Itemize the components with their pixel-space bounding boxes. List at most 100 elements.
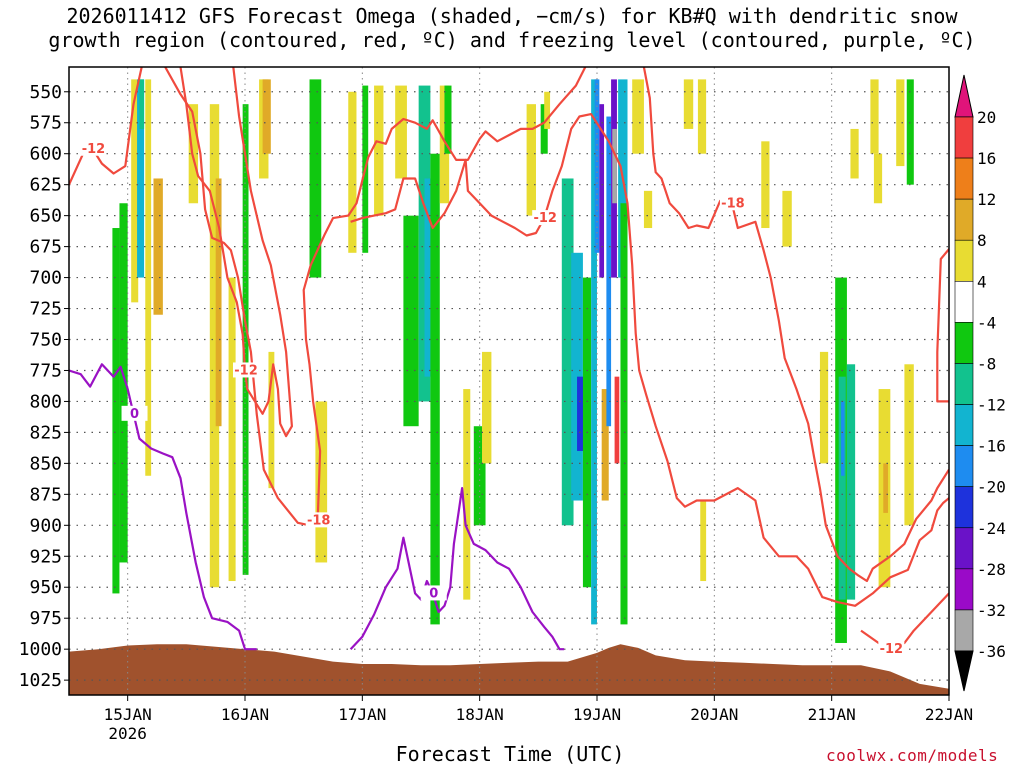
chart-title-line1: 2026011412 GFS Forecast Omega (shaded, −…: [66, 4, 958, 28]
omega-cell-7: [188, 104, 199, 204]
colorbar-band--32--36: [954, 609, 974, 652]
omega-cell-5: [145, 79, 152, 476]
ytick-label-600: 600: [29, 144, 62, 165]
ytick-label-850: 850: [29, 453, 62, 474]
contour-dendritic-right: [642, 67, 949, 583]
omega-cell-26: [444, 85, 452, 154]
colorbar-tick--8: -8: [977, 354, 996, 373]
omega-cell-64: [896, 79, 905, 167]
omega-cell-17: [348, 91, 357, 253]
xtick-label-22: 22JAN: [925, 705, 973, 724]
omega-cell-60: [870, 79, 879, 154]
terrain-layer: [69, 644, 949, 695]
terrain-fill: [69, 644, 949, 695]
xtick-label-18: 18JAN: [456, 705, 504, 724]
omega-cell-31: [540, 104, 548, 154]
omega-cell-11: [242, 104, 249, 575]
omega-cell-0: [112, 228, 120, 594]
colorbar-tick-12: 12: [977, 190, 996, 209]
ytick-label-775: 775: [29, 360, 62, 381]
plot-frame: [68, 66, 950, 696]
colorbar-tick-4: 4: [977, 272, 987, 291]
ytick-label-975: 975: [29, 608, 62, 629]
colorbar-tick--24: -24: [977, 519, 1006, 538]
contour-lines: -12 -18 -12 -12 -18 -12 0 0: [69, 67, 949, 657]
colorbar-band-20-16: [954, 116, 974, 159]
colorbar-band--20--24: [954, 486, 974, 529]
ytick-label-650: 650: [29, 206, 62, 227]
contour-freezing-level-1: [69, 363, 257, 651]
colorbar-tick--36: -36: [977, 642, 1006, 661]
omega-cell-33: [561, 178, 574, 526]
colorbar: 20 16 12 8 4 -4 -8 -12 -16 -20 -24 -28 -32 -36: [954, 74, 1006, 692]
colorbar-tick-8: 8: [977, 231, 987, 250]
contour-label-dendritic-upper: -12: [82, 142, 106, 157]
contour-label-bg-dendritic-bottom-right: [878, 641, 905, 657]
contour-dendritic-mid: [350, 113, 949, 607]
omega-cell-28: [473, 426, 486, 526]
colorbar-band--24--28: [954, 527, 974, 570]
omega-cell-6: [153, 178, 163, 315]
omega-cell-10: [228, 277, 236, 582]
contour-label-dendritic-zone-left-lower: -12: [234, 363, 258, 378]
ytick-label-875: 875: [29, 484, 62, 505]
omega-cell-59: [850, 128, 859, 179]
colorbar-tick--32: -32: [977, 601, 1006, 620]
omega-cell-57: [841, 401, 845, 476]
ytick-label-575: 575: [29, 113, 62, 134]
contour-dendritic-zone-left: [164, 67, 587, 527]
xtick-label-20: 20JAN: [690, 705, 738, 724]
credit-link[interactable]: coolwx.com/models: [826, 746, 999, 765]
contour-label-bg-freezing-level-1: [121, 405, 148, 421]
colorbar-tick-16: 16: [977, 149, 996, 168]
omega-cell-8: [209, 104, 220, 588]
ytick-label-900: 900: [29, 515, 62, 536]
omega-cell-56: [838, 376, 846, 600]
ytick-label-1000: 1000: [19, 639, 62, 660]
xtick-label-16: 16JAN: [221, 705, 269, 724]
y-axis: 550 575 600 625 650 675 700 725 750 775 800 825 850 8…: [19, 82, 69, 691]
omega-cell-65: [906, 79, 914, 185]
colorbar-band-4--4: [954, 281, 974, 323]
omega-cell-44: [614, 376, 620, 464]
colorbar-band-12-8: [954, 198, 974, 241]
omega-cell-13: [262, 79, 271, 154]
ytick-label-550: 550: [29, 82, 62, 103]
ytick-label-750: 750: [29, 330, 62, 351]
colorbar-tick--4: -4: [977, 313, 996, 332]
ytick-label-625: 625: [29, 175, 62, 196]
grid-lines: [69, 67, 950, 695]
xtick-label-19: 19JAN: [573, 705, 621, 724]
contour-label-freezing-level-1: 0: [130, 407, 139, 422]
colorbar-tick-20: 20: [977, 108, 996, 127]
omega-cell-47: [632, 79, 644, 154]
contour-label-dendritic-zone-left: -18: [307, 513, 331, 528]
contour-dendritic-far-right: [936, 248, 949, 403]
omega-cell-58: [846, 364, 856, 600]
contour-label-dendritic-bottom-right: -12: [880, 642, 904, 657]
omega-cell-24: [430, 153, 440, 625]
colorbar-band--16--20: [954, 445, 974, 487]
colorbar-tick--12: -12: [977, 396, 1006, 415]
omega-cell-9: [215, 178, 222, 427]
omega-cell-3: [137, 79, 145, 278]
omega-cell-32: [544, 91, 551, 129]
omega-cell-61: [873, 153, 883, 204]
omega-cell-41: [606, 116, 612, 427]
omega-cell-16: [315, 401, 328, 563]
xtick-label-17: 17JAN: [338, 705, 386, 724]
contour-label-bg-dendritic-right: [719, 195, 746, 211]
ytick-label-675: 675: [29, 237, 62, 258]
colorbar-band--8--12: [954, 363, 974, 405]
omega-cell-46: [620, 203, 628, 625]
omega-cell-4: [139, 79, 145, 129]
chart-title: 2026011412 GFS Forecast Omega (shaded, −…: [0, 4, 1024, 52]
omega-cell-30: [526, 104, 536, 216]
x-axis-label: Forecast Time (UTC): [395, 742, 625, 766]
xtick-label-21: 21JAN: [808, 705, 856, 724]
omega-cell-66: [904, 364, 914, 526]
colorbar-band-16-12: [954, 157, 974, 200]
colorbar-band-8-4: [954, 239, 974, 282]
chart-title-line2: growth region (contoured, red, ºC) and f…: [48, 28, 976, 52]
omega-cell-19: [374, 85, 384, 216]
